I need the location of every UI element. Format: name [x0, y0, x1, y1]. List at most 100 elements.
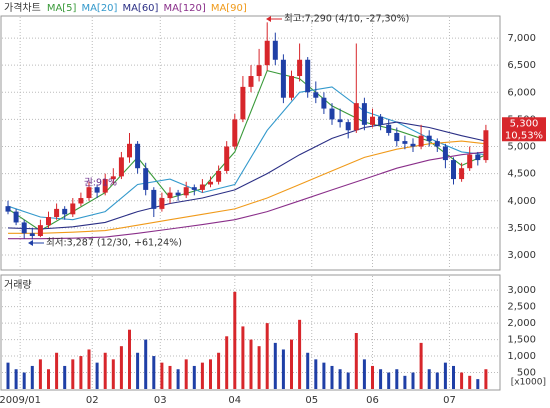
candle-body: [232, 119, 238, 147]
candle-body: [46, 217, 51, 226]
last-price-box: [502, 117, 546, 142]
candle-body: [21, 222, 27, 234]
candle-body: [248, 76, 254, 87]
volume-bar: [47, 369, 50, 389]
volume-bar: [95, 362, 99, 389]
volume-bar: [152, 356, 156, 389]
volume-bar: [435, 372, 439, 389]
legend-title: 가격차트: [4, 1, 41, 14]
x-tick-label: 02: [86, 395, 99, 406]
arrow-head: [266, 16, 271, 22]
candle-body: [183, 187, 189, 196]
legend-entry: MA[90]: [211, 3, 247, 14]
candle-body: [102, 179, 108, 193]
candle-body: [442, 146, 448, 161]
candle-body: [224, 146, 230, 171]
volume-bar: [144, 339, 148, 389]
y-tick-label: 3,000: [507, 250, 536, 261]
candle-body: [459, 168, 465, 180]
volume-bar: [298, 319, 302, 389]
candle-body: [151, 189, 157, 209]
volume-bar: [184, 359, 188, 389]
last-price: 5,300: [510, 118, 539, 129]
candle-body: [127, 143, 132, 158]
volume-bar: [395, 369, 399, 389]
candle-body: [394, 132, 400, 142]
volume-bar: [346, 372, 350, 389]
candle-body: [37, 225, 43, 237]
y-tick-label: 5,000: [507, 142, 536, 153]
ma-line: [7, 69, 487, 232]
volume-bar: [330, 365, 334, 389]
volume-tick-label: 3,000: [507, 285, 536, 296]
volume-bar: [484, 369, 488, 389]
volume-bar: [87, 349, 91, 389]
candle-body: [321, 97, 327, 109]
ma-line: [8, 140, 486, 234]
candle-body: [410, 143, 416, 147]
y-tick-label: 7,000: [507, 33, 536, 44]
volume-bar: [225, 336, 229, 389]
volume-bar: [14, 369, 18, 389]
volume-bar: [257, 346, 261, 389]
candle-body: [264, 40, 270, 66]
volume-bar: [71, 359, 75, 389]
x-tick-label: 05: [305, 395, 318, 406]
volume-unit: [x1000]: [511, 378, 546, 388]
candle-body: [78, 198, 84, 204]
x-tick-label: 04: [228, 395, 241, 406]
ma-line: [7, 121, 487, 230]
volume-bar: [411, 372, 415, 389]
volume-tick-label: 2,500: [507, 302, 536, 313]
volume-bar: [111, 359, 115, 389]
y-tick-label: 6,500: [507, 60, 536, 71]
candle-body: [345, 122, 351, 131]
candle-body: [483, 130, 489, 161]
volume-bar: [354, 333, 358, 389]
volume-title: 거래량: [4, 279, 32, 291]
legend-entry: MA[20]: [81, 3, 117, 14]
candle-body: [313, 92, 319, 98]
volume-bar: [136, 352, 140, 389]
volume-bar: [265, 323, 269, 389]
candle-body: [337, 119, 343, 123]
x-tick-label: 06: [366, 395, 379, 406]
volume-bar: [338, 369, 342, 389]
candle-body: [13, 211, 19, 223]
candle-body: [475, 154, 481, 161]
volume-bar: [79, 356, 83, 389]
annotation-low: 최저:3,287 (12/30, +61,24%): [46, 238, 182, 249]
volume-bar: [419, 342, 423, 389]
candle-body: [418, 135, 424, 147]
volume-bar: [403, 375, 407, 389]
volume-bar: [217, 352, 221, 389]
candle-body: [297, 59, 303, 77]
y-tick-label: 4,500: [507, 169, 536, 180]
volume-bar: [249, 339, 253, 389]
volume-bar: [314, 359, 318, 389]
candle-body: [402, 141, 408, 144]
volume-bar: [241, 326, 245, 389]
x-tick-label: 2009/01: [0, 395, 41, 406]
candle-body: [143, 168, 149, 190]
candle-body: [353, 103, 359, 131]
candle-body: [256, 65, 262, 77]
volume-tick-label: 500: [517, 368, 536, 379]
volume-bar: [6, 362, 10, 389]
candle-body: [159, 198, 165, 209]
volume-bar: [322, 362, 326, 389]
volume-bar: [168, 365, 172, 389]
volume-bar: [22, 372, 26, 389]
candle-body: [426, 135, 432, 142]
volume-bar: [209, 359, 212, 389]
candle-body: [135, 143, 141, 169]
volume-bar: [119, 346, 123, 389]
volume-bar: [306, 352, 310, 389]
volume-bar: [63, 365, 67, 389]
candle-body: [280, 59, 286, 98]
volume-tick-label: 2,000: [507, 318, 536, 329]
candle-body: [305, 59, 311, 93]
annotation-rights: 권:91%: [84, 177, 117, 189]
candle-body: [54, 208, 60, 218]
